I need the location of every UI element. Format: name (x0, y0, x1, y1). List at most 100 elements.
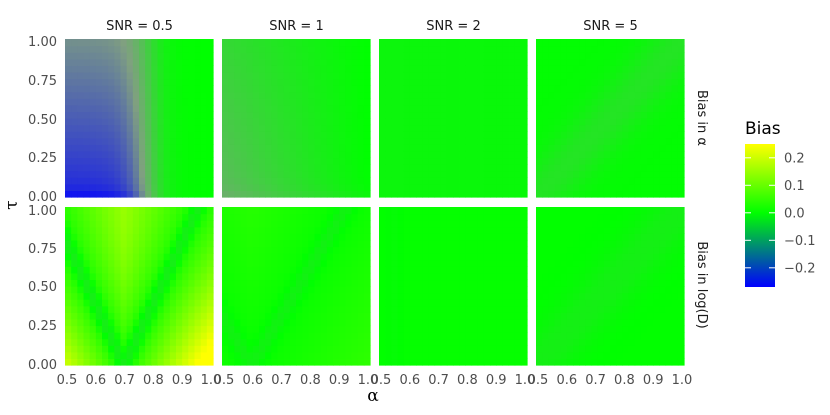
heatmap-cell (665, 52, 673, 60)
heatmap-cell (320, 58, 328, 66)
heatmap-cell (71, 150, 78, 159)
heatmap-cell (240, 71, 248, 80)
heatmap-cell (345, 279, 353, 287)
heatmap-cell (265, 318, 272, 327)
heatmap-cell (459, 65, 466, 73)
heatmap-cell (628, 246, 636, 254)
heatmap-cell (542, 124, 549, 132)
heatmap-cell (640, 118, 648, 126)
heatmap-cell (603, 58, 611, 66)
heatmap-cell (71, 190, 78, 198)
heatmap-cell (163, 272, 171, 281)
heatmap-cell (403, 338, 411, 346)
heatmap-cell (139, 220, 146, 228)
heatmap-cell (379, 338, 386, 346)
heatmap-cell (71, 131, 78, 139)
heatmap-cell (163, 253, 171, 261)
heatmap-cell (126, 233, 134, 241)
heatmap-cell (483, 71, 491, 80)
heatmap-cell (622, 78, 630, 86)
heatmap-cell (434, 65, 442, 73)
heatmap-cell (194, 78, 202, 86)
heatmap-cell (151, 71, 159, 80)
heatmap-cell (634, 118, 642, 126)
heatmap-cell (434, 52, 442, 60)
heatmap-cell (591, 338, 599, 346)
heatmap-cell (314, 78, 322, 86)
heatmap-cell (308, 144, 316, 152)
heatmap-cell (320, 164, 328, 172)
heatmap-cell (182, 170, 189, 178)
heatmap-cell (333, 279, 340, 287)
heatmap-cell (302, 292, 309, 300)
heatmap-cell (502, 292, 510, 300)
heatmap-cell (246, 246, 254, 254)
heatmap-cell (363, 52, 371, 60)
heatmap-cell (508, 52, 516, 60)
heatmap-cell (89, 226, 97, 234)
heatmap-cell (339, 272, 346, 281)
heatmap-cell (471, 213, 479, 221)
heatmap-cell (182, 246, 189, 254)
heatmap-cell (483, 312, 491, 320)
heatmap-cell (403, 286, 411, 294)
heatmap-cell (296, 279, 303, 287)
heatmap-cell (157, 71, 165, 80)
heatmap-cell (585, 150, 593, 159)
heatmap-cell (647, 183, 654, 192)
heatmap-cell (277, 124, 285, 132)
heatmap-cell (597, 71, 605, 80)
heatmap-cell (188, 45, 196, 53)
heatmap-cell (514, 118, 522, 126)
heatmap-cell (446, 177, 454, 185)
heatmap-cell (653, 39, 660, 47)
heatmap-cell (610, 157, 617, 165)
heatmap-cell (145, 170, 152, 178)
heatmap-cell (490, 98, 497, 106)
heatmap-cell (240, 220, 248, 228)
heatmap-cell (139, 183, 146, 192)
heatmap-cell (333, 144, 340, 152)
heatmap-cell (573, 246, 580, 254)
heatmap-cell (653, 312, 660, 320)
heatmap-cell (548, 104, 556, 113)
heatmap-cell (132, 177, 140, 185)
heatmap-cell (440, 266, 448, 274)
heatmap-cell (391, 358, 399, 366)
heatmap-cell (289, 299, 297, 307)
heatmap-cell (182, 213, 189, 221)
heatmap-cell (120, 183, 128, 192)
heatmap-cell (653, 246, 660, 254)
heatmap-cell (471, 272, 479, 281)
heatmap-cell (206, 279, 214, 287)
heatmap-cell (502, 150, 510, 159)
heatmap-cell (483, 131, 491, 139)
heatmap-cell (385, 71, 392, 80)
heatmap-cell (188, 246, 196, 254)
heatmap-cell (514, 292, 522, 300)
heatmap-cell (320, 305, 328, 313)
heatmap-cell (333, 118, 340, 126)
heatmap-cell (508, 312, 516, 320)
heatmap-cell (265, 351, 272, 360)
heatmap-cell (446, 71, 454, 80)
heatmap-cell (496, 213, 503, 221)
heatmap-cell (283, 345, 291, 353)
heatmap-cell (446, 111, 454, 119)
heatmap-cell (222, 144, 229, 152)
heatmap-cell (477, 52, 485, 60)
heatmap-cell (234, 190, 242, 198)
heatmap-cell (379, 65, 386, 73)
heatmap-cell (502, 299, 510, 307)
heatmap-cell (222, 170, 229, 178)
heatmap-cell (320, 345, 328, 353)
heatmap-cell (434, 239, 442, 248)
heatmap-cell (566, 312, 574, 320)
heatmap-cell (271, 98, 279, 106)
heatmap-cell (397, 58, 405, 66)
heatmap-cell (459, 272, 466, 281)
heatmap-cell (200, 170, 208, 178)
heatmap-cell (391, 111, 399, 119)
heatmap-cell (339, 226, 346, 234)
heatmap-cell (446, 137, 454, 145)
